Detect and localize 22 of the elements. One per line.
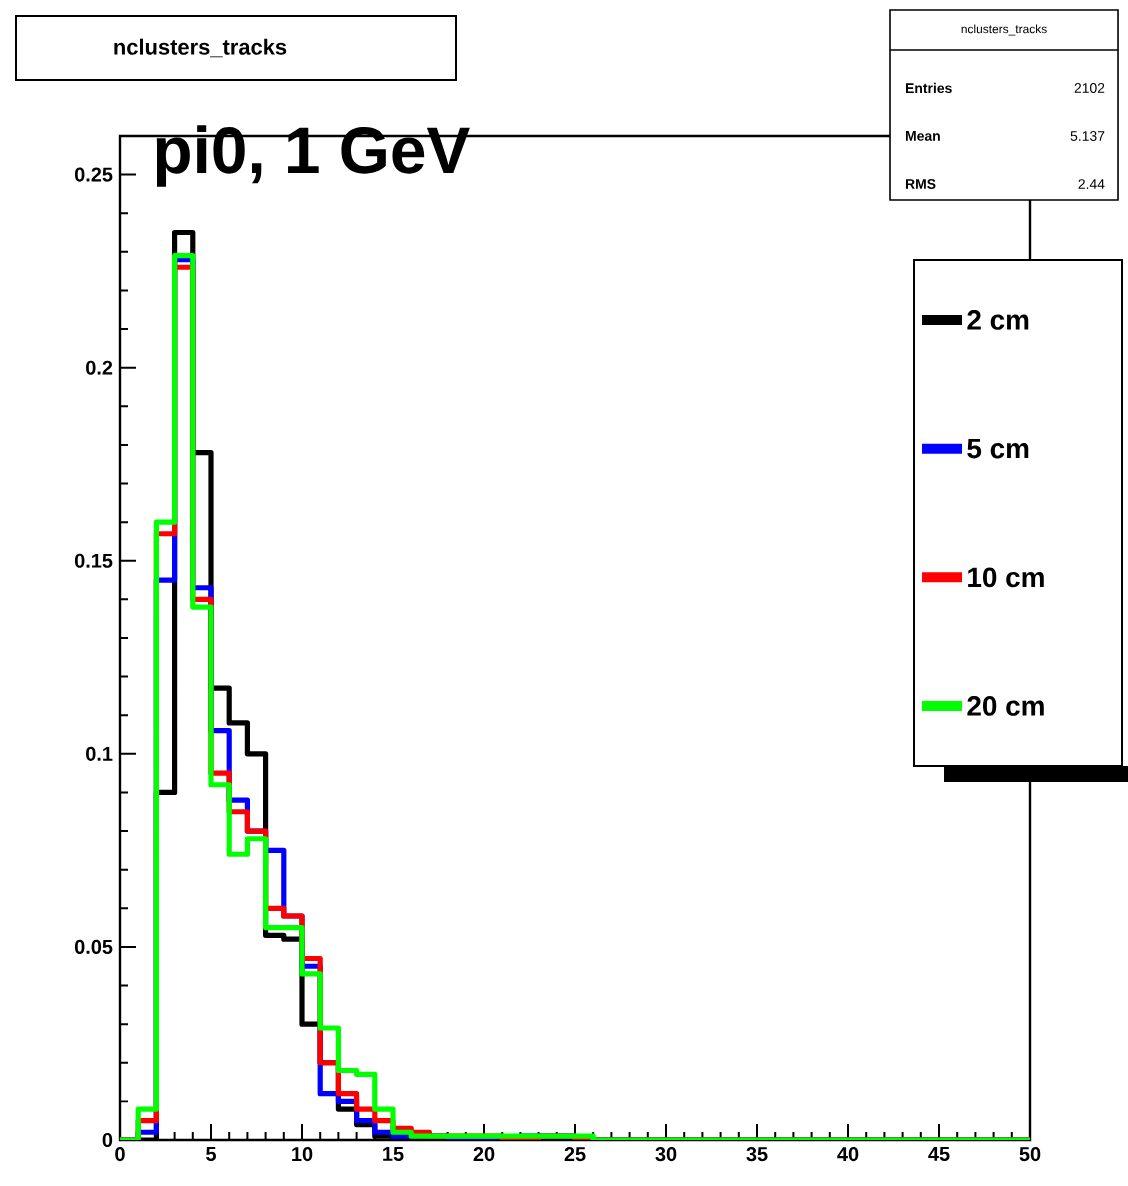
x-tick-label: 30 xyxy=(655,1147,677,1162)
y-tick-label: 0.25 xyxy=(74,167,113,182)
chart-title: nclusters_tracks xyxy=(114,38,287,58)
y-tick-label: 0.15 xyxy=(74,553,113,568)
x-tick-label: 20 xyxy=(473,1147,495,1162)
legend-label: 10 cm xyxy=(968,567,1044,588)
legend-label: 5 cm xyxy=(967,438,1029,459)
y-tick-label: 0.1 xyxy=(86,746,113,761)
x-tick-label: 25 xyxy=(564,1147,586,1162)
y-tick-label: 0 xyxy=(102,1132,113,1148)
y-tick-label: 0.05 xyxy=(74,939,113,954)
x-tick-label: 0 xyxy=(115,1147,125,1162)
legend-label: 2 cm xyxy=(967,310,1029,330)
x-tick-label: 5 xyxy=(206,1147,216,1161)
x-tick-label: 35 xyxy=(746,1147,768,1162)
x-tick-label: 10 xyxy=(292,1147,313,1162)
legend-label: 20 cm xyxy=(967,696,1044,716)
x-tick-label: 40 xyxy=(837,1147,859,1162)
x-tick-label: 45 xyxy=(928,1147,950,1161)
y-tick-label: 0.2 xyxy=(86,360,113,375)
x-tick-label: 50 xyxy=(1019,1147,1041,1162)
x-tick-label: 15 xyxy=(383,1147,404,1161)
